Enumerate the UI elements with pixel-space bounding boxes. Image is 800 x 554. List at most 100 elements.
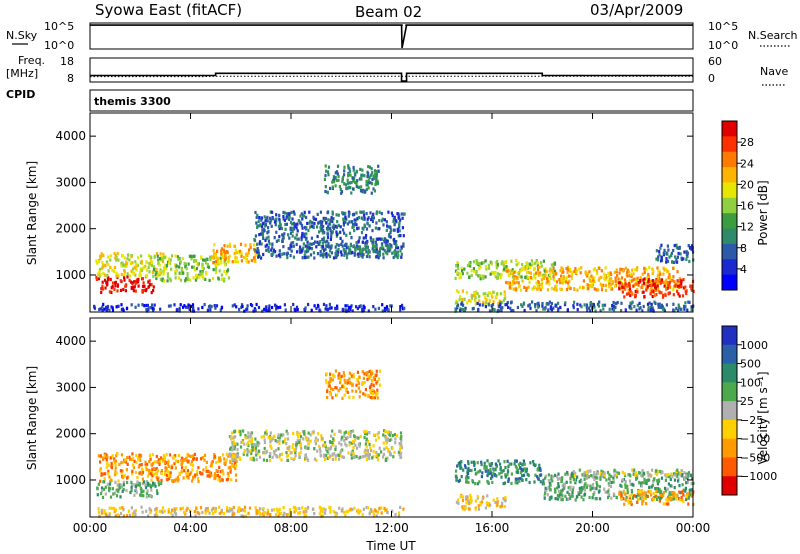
power-cell	[628, 283, 631, 287]
power-cell	[351, 223, 355, 227]
noise-right-tick-bottom: 10^0	[708, 39, 738, 52]
velocity-cell	[107, 472, 110, 476]
power-cell	[306, 221, 309, 225]
velocity-cell	[285, 429, 288, 433]
power-cell	[392, 228, 395, 232]
velocity-cell	[569, 476, 572, 480]
power-cell	[531, 277, 534, 281]
power-cell	[469, 264, 472, 268]
velocity-cell	[365, 505, 368, 510]
velocity-cell	[173, 510, 176, 514]
power-cell	[316, 252, 320, 256]
power-cell	[630, 279, 633, 283]
power-cell	[254, 308, 257, 312]
power-cell	[593, 279, 596, 283]
power-cell	[173, 303, 176, 307]
velocity-cell	[101, 495, 105, 499]
velocity-cell	[100, 511, 104, 515]
velocity-cell	[103, 487, 106, 491]
power-cell	[590, 274, 593, 278]
power-cell	[308, 221, 311, 225]
power-cell	[663, 284, 666, 288]
power-cell	[120, 303, 123, 307]
velocity-colorbar-tick-label: −1000	[740, 470, 777, 483]
velocity-cell	[359, 455, 362, 459]
power-cell	[572, 304, 575, 308]
velocity-cell	[521, 478, 524, 482]
power-cell	[474, 299, 477, 303]
velocity-cell	[96, 487, 99, 491]
velocity-cell	[600, 469, 603, 473]
velocity-cell	[155, 514, 158, 518]
power-cell	[326, 239, 329, 243]
power-cell	[362, 227, 365, 231]
velocity-cell	[296, 432, 299, 436]
power-cell	[341, 178, 344, 182]
power-cell	[254, 210, 257, 215]
power-cell	[357, 247, 360, 251]
velocity-cell	[369, 389, 372, 393]
power-cell	[614, 305, 617, 310]
velocity-cell	[119, 495, 122, 499]
velocity-cell	[247, 435, 250, 439]
power-cell	[95, 275, 98, 279]
velocity-cell	[293, 448, 296, 452]
velocity-cell	[637, 497, 640, 501]
power-cell	[680, 284, 683, 289]
velocity-cell	[345, 437, 348, 441]
power-cell	[228, 254, 231, 258]
power-cell	[657, 279, 660, 283]
power-cell	[336, 172, 339, 176]
power-cell	[538, 286, 541, 290]
velocity-cell	[130, 506, 133, 510]
power-cell	[178, 309, 181, 313]
velocity-cell	[389, 431, 392, 435]
velocity-cell	[690, 482, 693, 486]
power-cell	[293, 222, 296, 226]
velocity-cell	[376, 433, 379, 437]
velocity-cell	[334, 369, 337, 373]
power-cell	[362, 304, 365, 308]
power-cell	[360, 231, 364, 235]
power-cell	[335, 230, 338, 234]
power-cell	[663, 280, 666, 284]
velocity-cell	[232, 465, 235, 469]
power-cell	[292, 244, 295, 248]
velocity-cell	[459, 463, 462, 467]
power-cell	[146, 303, 149, 307]
power-cell	[354, 248, 357, 252]
velocity-cell	[309, 439, 312, 443]
velocity-cell	[329, 510, 332, 514]
power-cell	[580, 305, 583, 309]
power-cell	[247, 260, 250, 264]
velocity-cell	[515, 477, 518, 481]
power-cell	[329, 254, 332, 259]
velocity-cell	[569, 495, 572, 499]
power-cell	[499, 276, 502, 280]
power-cell	[589, 301, 592, 305]
power-cell	[647, 278, 650, 282]
velocity-cell	[464, 465, 467, 469]
power-cell	[398, 229, 401, 233]
power-cell	[116, 283, 120, 287]
velocity-cell	[457, 479, 460, 483]
velocity-cell	[481, 471, 484, 475]
power-cell	[296, 222, 299, 226]
velocity-cell	[636, 473, 639, 478]
velocity-cell	[628, 473, 631, 477]
power-cell	[472, 260, 475, 264]
power-cell	[560, 274, 563, 278]
power-cell	[368, 224, 371, 228]
power-cell	[396, 250, 400, 254]
power-cell	[540, 278, 543, 282]
power-cell	[516, 276, 519, 281]
velocity-cell	[274, 512, 277, 517]
power-cell	[215, 264, 218, 268]
power-cell	[142, 281, 145, 285]
power-cell	[618, 271, 621, 275]
power-cell	[503, 292, 506, 296]
velocity-cell	[639, 489, 642, 493]
velocity-cell	[174, 466, 177, 470]
power-cell	[506, 267, 509, 271]
velocity-cell	[294, 450, 297, 455]
